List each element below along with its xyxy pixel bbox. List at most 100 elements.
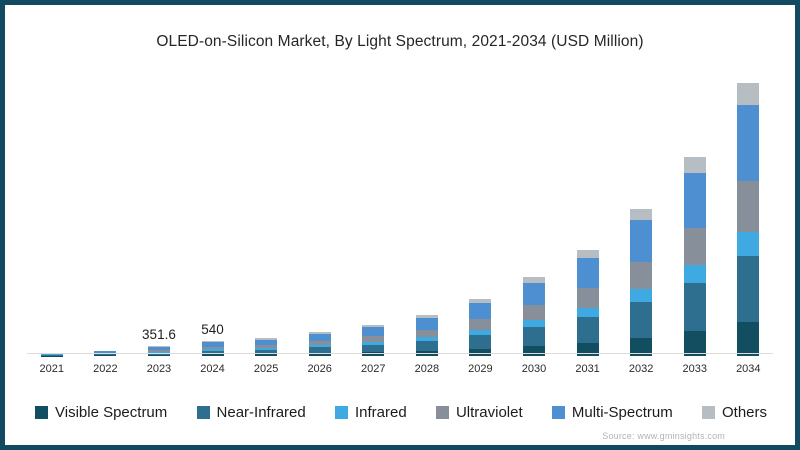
bar-segment-others [308,332,331,335]
bar-column-2025: 2025 [239,80,293,375]
bar-segment-visible-spectrum [201,354,224,356]
bar-segment-multi-spectrum [147,347,170,350]
bar-column-2029: 2029 [454,80,508,375]
legend-swatch-icon [334,406,348,419]
bar-segment-near-infrared [630,302,653,338]
bar-segment-near-infrared [308,347,331,354]
bar-segment-ultraviolet [683,228,706,266]
bar-segment-visible-spectrum [630,337,653,356]
bar-segment-ultraviolet [737,181,760,232]
bar-segment-others [362,324,385,328]
bar-zone [40,83,63,356]
bar-segment-visible-spectrum [362,352,385,356]
bar-segment-infrared [522,319,545,328]
bar-segment-visible-spectrum [522,346,545,356]
bar-column-2027: 2027 [346,80,400,375]
bar-segment-visible-spectrum [683,331,706,356]
bar-segment-visible-spectrum [308,353,331,356]
legend-swatch-icon [551,406,565,419]
bar-zone [362,83,385,356]
bar-segment-others [201,341,224,343]
chart-title: OLED-on-Silicon Market, By Light Spectru… [156,33,644,50]
bar-segment-ultraviolet [201,346,224,350]
bar-segment-ultraviolet [522,305,545,320]
stacked-bar-2033 [683,156,706,356]
bar-segment-infrared [308,345,331,348]
bar-segment-ultraviolet [576,287,599,308]
legend-swatch-icon [701,406,715,419]
bar-zone [522,83,545,356]
bar-segment-others [576,249,599,259]
x-axis-tick-2023: 2023 [146,363,172,375]
stacked-bar-2024 [201,341,224,356]
bar-zone [415,83,438,356]
bar-zone [94,83,117,356]
bar-segment-ultraviolet [362,335,385,342]
bar-segment-near-infrared [255,349,278,354]
bar-value-label-2024: 540 [201,322,224,338]
stacked-bar-2026 [308,332,331,356]
bar-segment-near-infrared [522,327,545,347]
legend-item-infrared: Infrared [334,404,407,421]
bar-segment-multi-spectrum [362,327,385,336]
bar-segment-infrared [201,349,224,351]
bar-segment-others [522,276,545,284]
bar-segment-near-infrared [415,341,438,351]
bar-column-2031: 2031 [561,80,615,375]
bar-segment-infrared [362,341,385,345]
bar-zone [469,83,492,356]
legend-swatch-icon [196,406,210,419]
bar-zone [683,83,706,356]
legend-item-near-infrared: Near-Infrared [196,404,306,421]
bar-segment-multi-spectrum [469,303,492,320]
x-axis-tick-2030: 2030 [521,363,547,375]
x-axis-tick-2029: 2029 [468,363,493,375]
stacked-bar-2028 [415,315,438,356]
x-axis-tick-2032: 2032 [628,363,654,375]
x-axis-tick-2026: 2026 [307,363,332,375]
bar-segment-multi-spectrum [737,104,760,182]
bar-column-2033: 2033 [668,80,722,375]
bar-column-2021: 2021 [25,80,79,375]
bar-segment-infrared [737,231,760,257]
stacked-bar-2034 [737,83,760,356]
legend-item-visible-spectrum: Visible Spectrum [35,404,167,421]
bar-segment-visible-spectrum [576,342,599,356]
bar-segment-ultraviolet [630,261,653,289]
bar-column-2024: 540 2024 [186,80,240,375]
bar-segment-near-infrared [362,344,385,353]
bar-segment-multi-spectrum [630,220,653,262]
bar-segment-near-infrared [469,335,492,349]
bar-zone [255,83,278,356]
bar-segment-near-infrared [683,283,706,332]
bar-segment-near-infrared [576,317,599,343]
x-axis-tick-2022: 2022 [93,363,118,375]
x-axis-tick-2031: 2031 [575,363,600,375]
stacked-bar-2023 [147,346,170,356]
bar-segment-infrared [415,337,438,342]
legend-item-ultraviolet: Ultraviolet [435,404,523,421]
bar-segment-multi-spectrum [683,172,706,229]
legend-item-multi-spectrum: Multi-Spectrum [551,404,673,421]
bar-segment-near-infrared [40,354,63,356]
legend-swatch-icon [35,406,48,419]
bar-segment-infrared [630,288,653,303]
plot-area: 2021 2022 351.6 2023 540 2024 2025 2026 2027 2028… [25,80,775,375]
x-axis-tick-2025: 2025 [253,363,279,375]
bar-column-2030: 2030 [507,80,561,375]
bar-segment-infrared [255,347,278,350]
x-axis-tick-2024: 2024 [200,363,225,375]
bar-zone [737,83,760,356]
bar-segment-visible-spectrum [255,353,278,356]
bar-segment-ultraviolet [469,319,492,330]
legend-item-others: Others [701,404,767,421]
bar-segment-infrared [469,329,492,336]
bar-segment-multi-spectrum [94,351,117,353]
bar-segment-others [147,346,170,348]
bar-segment-ultraviolet [147,349,170,352]
stacked-bar-2031 [576,249,599,356]
bar-segment-near-infrared [737,256,760,322]
source-attribution: Source: www.gminsights.com [602,431,725,441]
stacked-bar-2025 [255,338,278,356]
bar-zone [630,83,653,356]
